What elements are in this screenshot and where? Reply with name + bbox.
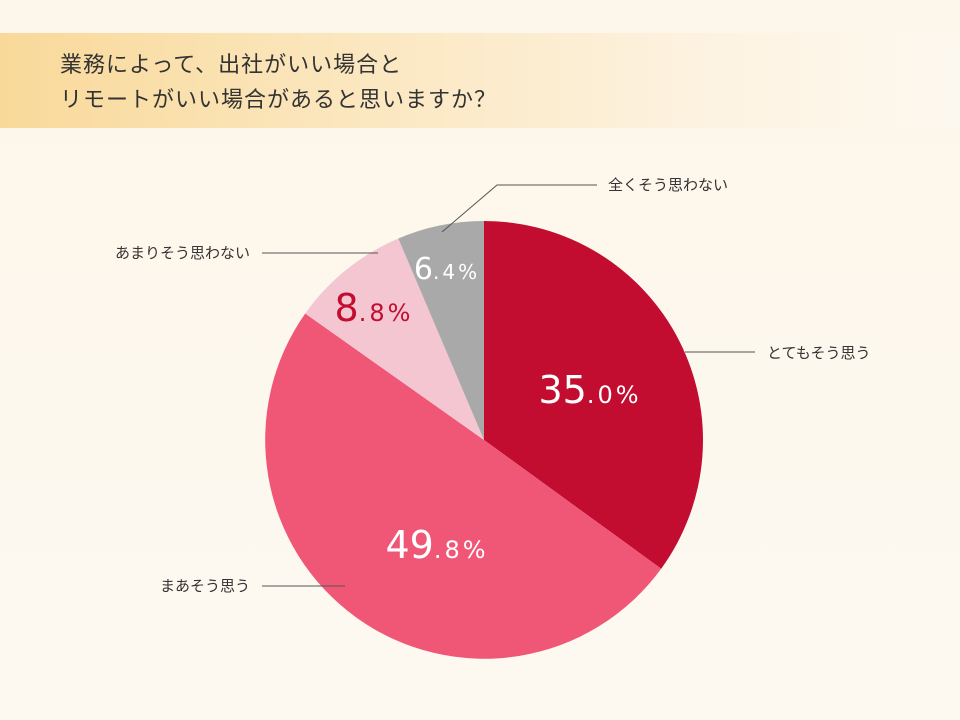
slice-value-label: 49.8% [385, 523, 488, 567]
slice-very-agree [484, 221, 703, 569]
chart-title-line-2: リモートがいい場合があると思いますか？ [60, 88, 498, 113]
slice-category-label: あまりそう思わない [115, 244, 250, 262]
slice-not-really-agree [305, 238, 484, 440]
slice-category-label: 全くそう思わない [608, 176, 728, 194]
slice-category-label: とてもそう思う [767, 344, 871, 362]
slice-category-label: まあそう思う [160, 577, 250, 595]
slice-somewhat-agree [265, 313, 662, 659]
title-band [0, 33, 960, 128]
slice-value-label: 6.4% [414, 252, 480, 287]
slice-value-label: 8.8% [335, 286, 414, 330]
slice-value-label: 35.0% [538, 368, 641, 412]
legend-leader-line [441, 184, 597, 233]
slice-not-agree-at-all [398, 221, 484, 440]
chart-title-line-1: 業務によって、出社がいい場合と [60, 53, 403, 78]
